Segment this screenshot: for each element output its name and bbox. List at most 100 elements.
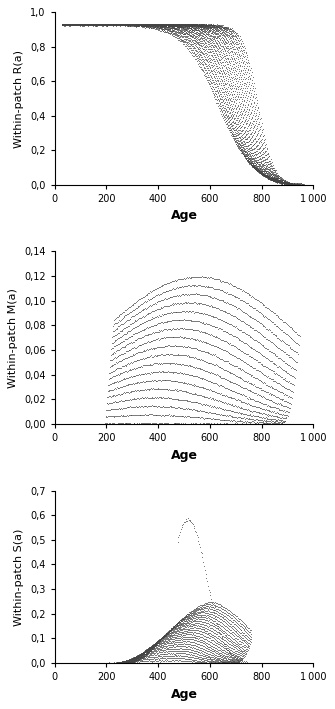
- Point: [223, 657, 229, 669]
- Point: [155, 22, 160, 33]
- Point: [236, 121, 241, 132]
- Point: [159, 18, 165, 30]
- Point: [166, 284, 172, 296]
- Point: [242, 634, 247, 645]
- Point: [264, 418, 269, 430]
- Point: [201, 19, 206, 30]
- Point: [277, 418, 282, 430]
- Point: [152, 638, 158, 649]
- Point: [241, 146, 246, 157]
- Point: [115, 18, 120, 30]
- Point: [206, 25, 212, 36]
- Point: [259, 339, 264, 350]
- Point: [153, 18, 158, 30]
- Point: [271, 174, 276, 186]
- Point: [261, 147, 266, 158]
- Point: [96, 19, 102, 30]
- Point: [113, 657, 118, 669]
- Point: [249, 160, 254, 171]
- Point: [243, 286, 248, 298]
- Point: [288, 178, 293, 189]
- Point: [135, 18, 140, 30]
- Point: [80, 19, 86, 30]
- Point: [115, 18, 120, 30]
- Point: [219, 653, 224, 664]
- Point: [148, 20, 153, 31]
- Point: [199, 35, 204, 46]
- Point: [141, 18, 147, 30]
- Point: [209, 651, 214, 662]
- Point: [184, 368, 190, 379]
- Point: [123, 18, 128, 30]
- Point: [207, 656, 213, 667]
- Point: [153, 20, 158, 31]
- Point: [270, 162, 276, 173]
- Point: [255, 326, 261, 337]
- Point: [241, 145, 247, 157]
- Point: [197, 412, 202, 423]
- Point: [177, 19, 182, 30]
- Point: [256, 415, 261, 426]
- Point: [227, 657, 232, 668]
- Point: [112, 19, 118, 30]
- Point: [108, 360, 113, 372]
- Point: [198, 20, 203, 31]
- Point: [173, 21, 179, 32]
- Point: [242, 398, 248, 409]
- Point: [219, 21, 225, 33]
- Point: [96, 18, 102, 30]
- Point: [231, 652, 237, 663]
- Point: [167, 299, 173, 311]
- Point: [237, 613, 243, 625]
- Point: [166, 21, 172, 32]
- Point: [88, 18, 94, 30]
- Point: [239, 325, 244, 336]
- Point: [66, 19, 71, 30]
- Point: [114, 19, 120, 30]
- Point: [172, 26, 177, 37]
- Point: [260, 411, 266, 423]
- Point: [128, 18, 133, 30]
- Point: [70, 18, 75, 30]
- Point: [118, 657, 123, 669]
- Point: [205, 23, 210, 34]
- Point: [241, 145, 246, 156]
- Point: [91, 18, 96, 30]
- Point: [186, 19, 191, 30]
- Point: [217, 628, 222, 640]
- Point: [260, 350, 265, 361]
- Point: [190, 21, 195, 32]
- Point: [181, 21, 186, 32]
- Point: [151, 21, 156, 33]
- Point: [134, 656, 139, 667]
- Point: [142, 647, 147, 659]
- Point: [149, 19, 155, 30]
- Point: [234, 415, 240, 427]
- Point: [275, 175, 281, 186]
- Point: [236, 323, 241, 335]
- Point: [196, 627, 202, 639]
- Point: [105, 18, 111, 30]
- Point: [270, 168, 276, 179]
- Point: [139, 651, 145, 662]
- Point: [214, 656, 219, 667]
- Point: [293, 178, 298, 189]
- Point: [226, 367, 231, 378]
- Point: [132, 18, 137, 30]
- Point: [193, 625, 199, 636]
- Point: [84, 18, 89, 30]
- Point: [159, 632, 164, 643]
- Point: [161, 631, 166, 642]
- Point: [236, 37, 242, 48]
- Point: [229, 350, 235, 361]
- Point: [108, 19, 114, 30]
- Point: [60, 19, 65, 30]
- Point: [288, 177, 293, 189]
- Point: [203, 382, 208, 393]
- Point: [224, 656, 230, 667]
- Point: [190, 324, 195, 335]
- Point: [259, 384, 264, 396]
- Point: [225, 625, 231, 637]
- Point: [113, 657, 119, 669]
- Point: [259, 133, 265, 144]
